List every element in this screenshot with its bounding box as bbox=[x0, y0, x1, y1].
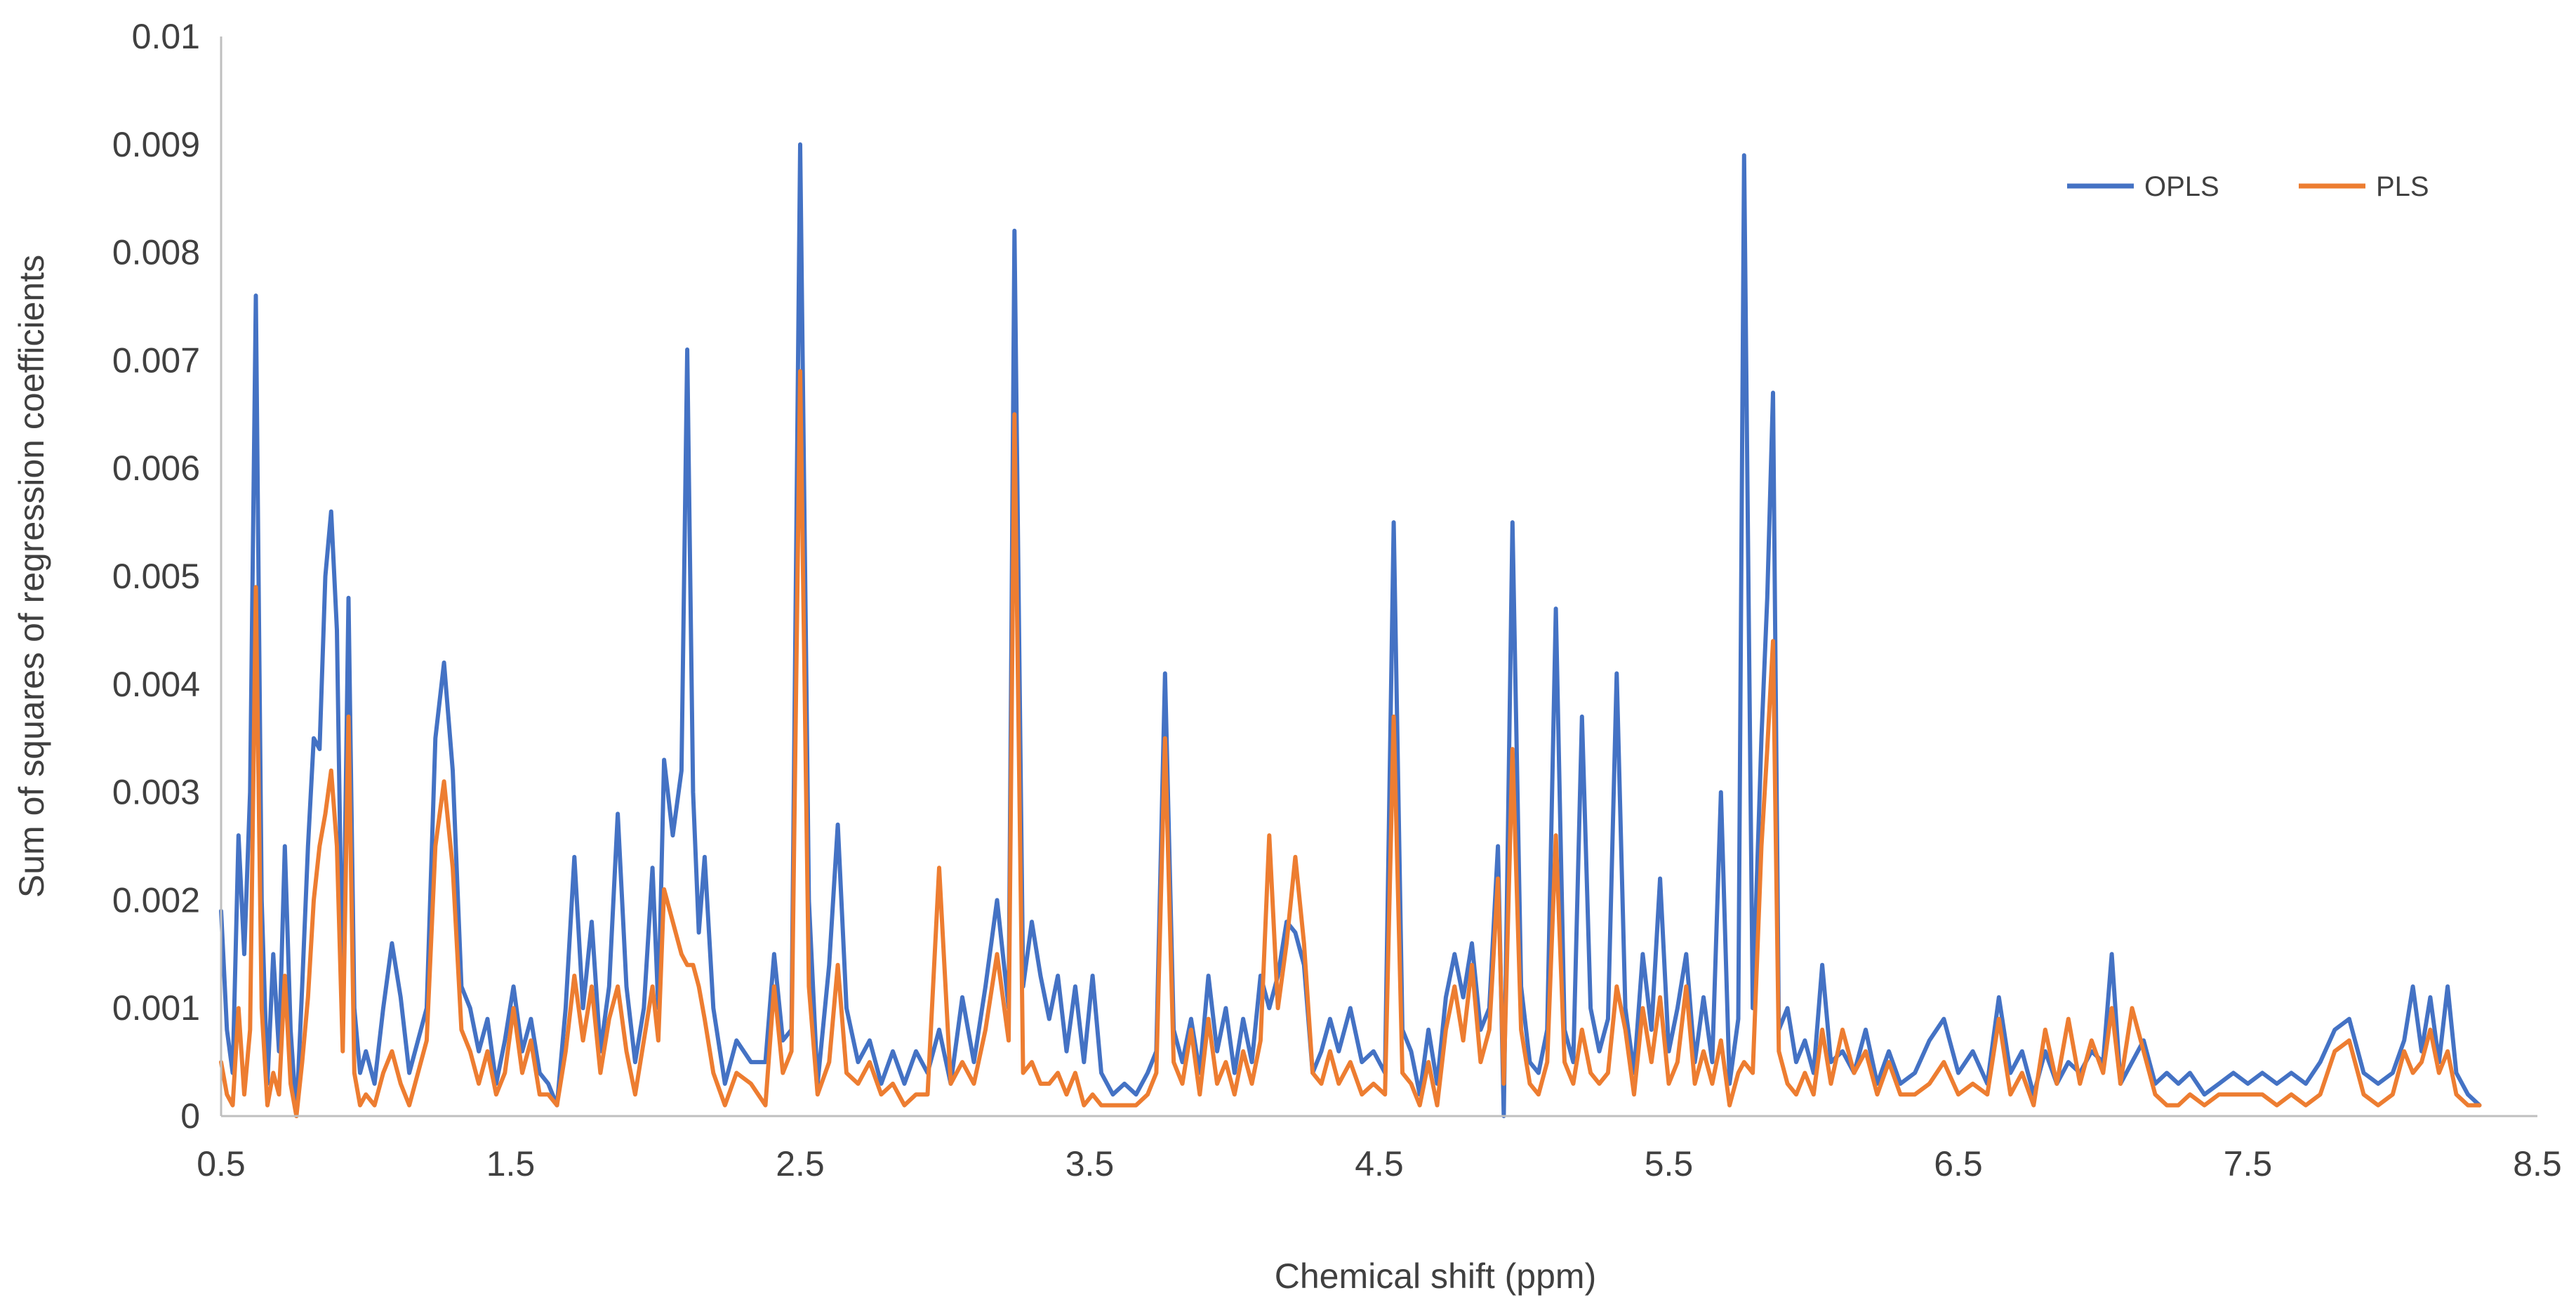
y-tick-label: 0.004 bbox=[112, 665, 200, 704]
x-tick-label: 4.5 bbox=[1355, 1144, 1404, 1183]
series-line-opls bbox=[219, 142, 2482, 1118]
y-tick-label: 0.005 bbox=[112, 557, 200, 596]
x-tick-label: 6.5 bbox=[1934, 1144, 1983, 1183]
y-axis-ticks: 0 0.001 0.002 0.003 0.004 0.005 0.006 0.007 0.00… bbox=[112, 17, 200, 1136]
y-tick-label: 0 bbox=[180, 1096, 200, 1136]
x-axis-ticks: 0.5 1.5 2.5 3.5 4.5 5.5 6.5 7.5 8.5 bbox=[197, 1144, 2562, 1183]
y-axis-title: Sum of squares of regression coefficient… bbox=[12, 255, 51, 898]
legend-label-opls: OPLS bbox=[2144, 171, 2219, 202]
x-axis-title: Chemical shift (ppm) bbox=[1275, 1256, 1596, 1296]
series-line-pls bbox=[219, 369, 2482, 1118]
x-tick-label: 7.5 bbox=[2224, 1144, 2273, 1183]
x-tick-label: 0.5 bbox=[197, 1144, 246, 1183]
legend-label-pls: PLS bbox=[2376, 171, 2429, 202]
y-tick-label: 0.002 bbox=[112, 880, 200, 920]
y-tick-label: 0.01 bbox=[132, 17, 200, 56]
legend: OPLS PLS bbox=[2067, 171, 2429, 202]
x-tick-label: 1.5 bbox=[486, 1144, 536, 1183]
plot-lines bbox=[219, 142, 2482, 1118]
y-tick-label: 0.007 bbox=[112, 340, 200, 380]
x-tick-label: 3.5 bbox=[1065, 1144, 1115, 1183]
y-tick-label: 0.006 bbox=[112, 449, 200, 488]
y-tick-label: 0.001 bbox=[112, 988, 200, 1028]
x-tick-label: 8.5 bbox=[2513, 1144, 2562, 1183]
x-tick-label: 5.5 bbox=[1645, 1144, 1694, 1183]
y-tick-label: 0.008 bbox=[112, 233, 200, 272]
x-tick-label: 2.5 bbox=[776, 1144, 825, 1183]
y-tick-label: 0.009 bbox=[112, 125, 200, 164]
y-tick-label: 0.003 bbox=[112, 773, 200, 812]
